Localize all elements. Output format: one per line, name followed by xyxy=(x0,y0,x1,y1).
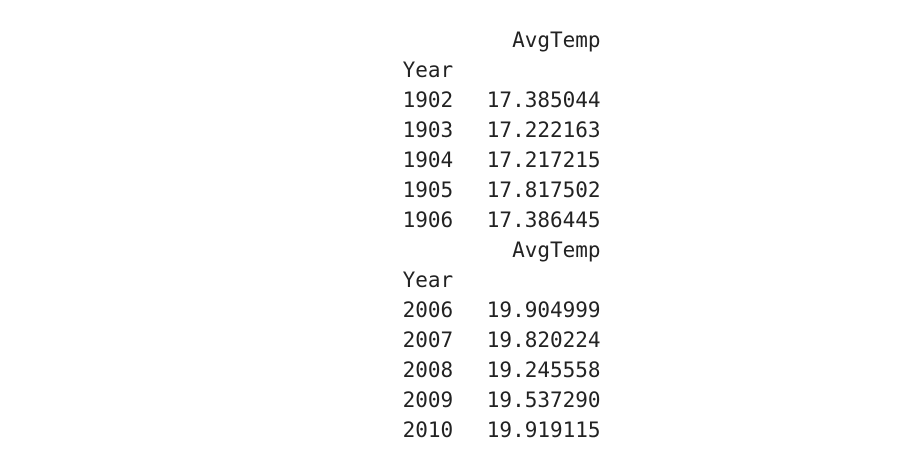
table-row: 2007 19.820224 xyxy=(352,295,601,352)
year-cell: 1904 xyxy=(402,148,454,172)
year-cell: 1903 xyxy=(402,118,454,142)
index-label-row: Year xyxy=(352,25,572,82)
index-label: Year xyxy=(402,58,454,82)
table-row: 1906 17.386445 xyxy=(352,175,601,232)
table-row: 1903 17.222163 xyxy=(352,85,601,142)
value-cell: 19.245558 xyxy=(486,358,601,382)
table-row: 1904 17.217215 xyxy=(352,115,601,172)
column-header: AvgTemp xyxy=(512,28,601,52)
table-row: 2008 19.245558 xyxy=(352,325,601,382)
year-cell: 2006 xyxy=(402,298,454,322)
table-row: 1905 17.817502 xyxy=(352,145,601,202)
index-label-row: Year xyxy=(352,235,572,292)
table-row: 2009 19.537290 xyxy=(352,355,601,412)
index-label: Year xyxy=(402,268,454,292)
year-cell: 2010 xyxy=(402,418,454,442)
year-cell: 1905 xyxy=(402,178,454,202)
column-header-row: AvgTemp xyxy=(352,205,601,262)
value-cell: 17.817502 xyxy=(486,178,601,202)
year-cell: 2008 xyxy=(402,358,454,382)
value-cell: 19.537290 xyxy=(486,388,601,412)
year-cell: 2009 xyxy=(402,388,454,412)
year-cell: 1906 xyxy=(402,208,454,232)
year-cell: 1902 xyxy=(402,88,454,112)
year-cell: 2007 xyxy=(402,328,454,352)
value-cell: 17.385044 xyxy=(486,88,601,112)
column-header-row: AvgTemp xyxy=(352,0,601,52)
value-cell: 19.904999 xyxy=(486,298,601,322)
dataframe-output: AvgTemp Year 1902 17.385044 1903 17.222163… xyxy=(352,0,601,442)
value-cell: 17.386445 xyxy=(486,208,601,232)
value-cell: 19.820224 xyxy=(486,328,601,352)
table-row: 1902 17.385044 xyxy=(352,55,601,112)
value-cell: 19.919115 xyxy=(486,418,601,442)
value-cell: 17.217215 xyxy=(486,148,601,172)
column-header: AvgTemp xyxy=(512,238,601,262)
value-cell: 17.222163 xyxy=(486,118,601,142)
table-row: 2006 19.904999 xyxy=(352,265,601,322)
